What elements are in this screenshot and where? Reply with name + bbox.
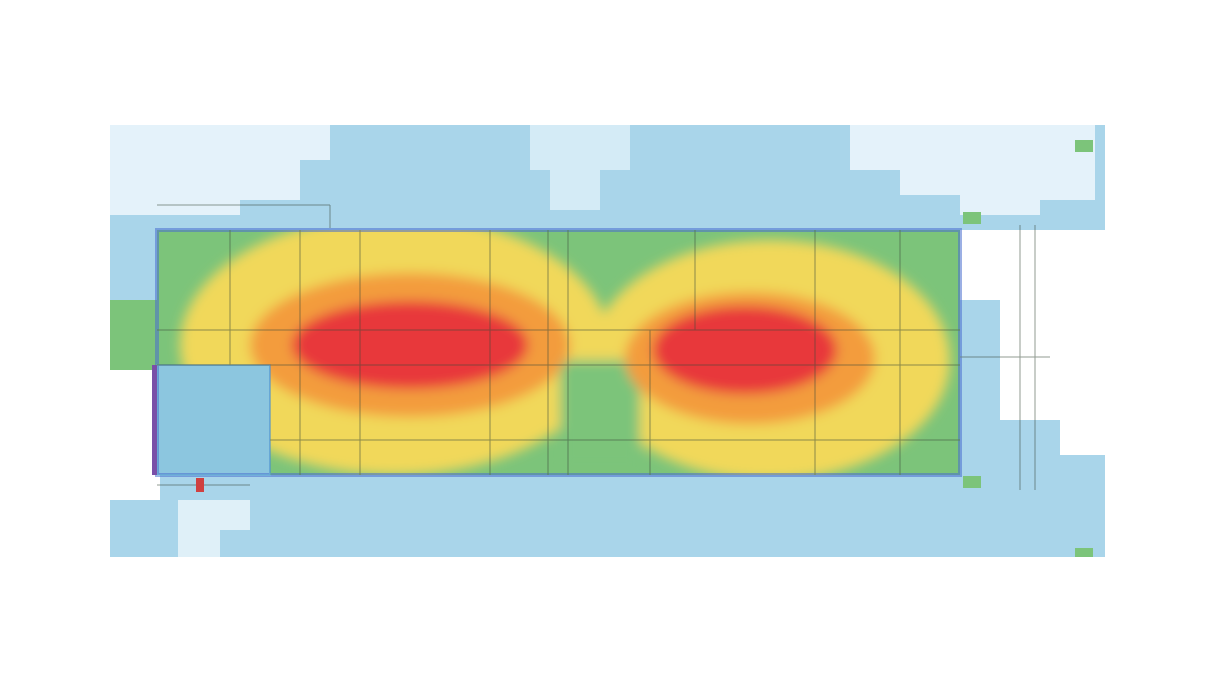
coverage-cell: [1075, 548, 1093, 557]
coverage-cell: [963, 212, 981, 224]
wall-marker: [152, 365, 157, 475]
no-coverage: [960, 230, 1105, 455]
green-zone: [560, 360, 640, 470]
weak-zone: [850, 125, 1095, 215]
weak-zone: [530, 125, 630, 210]
coverage-cell: [110, 300, 160, 370]
door-marker: [196, 478, 204, 492]
red-zone: [292, 301, 528, 389]
weak-zone: [110, 125, 330, 215]
no-coverage: [110, 360, 160, 500]
floor-plan: [155, 204, 1050, 490]
outer-wall: [155, 228, 962, 477]
weak-zone: [178, 500, 250, 557]
room-coverage: [157, 365, 270, 475]
red-zone: [653, 306, 837, 394]
building-heat: [157, 230, 960, 475]
coverage-cell: [1075, 140, 1093, 152]
coverage-cell: [963, 476, 981, 488]
